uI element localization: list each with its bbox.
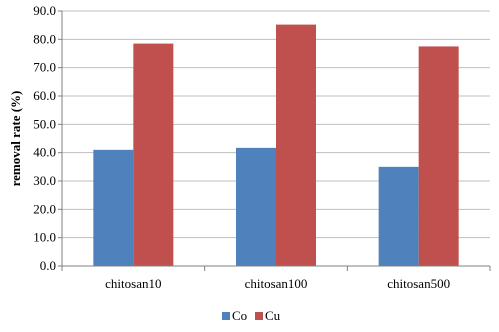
y-tick-label: 0.0 bbox=[40, 258, 56, 273]
legend-swatch-co bbox=[222, 312, 230, 320]
x-tick-label: chitosan100 bbox=[245, 276, 308, 291]
bar-cu-chitosan10 bbox=[133, 43, 174, 267]
bars bbox=[93, 24, 459, 267]
y-tick-label: 30.0 bbox=[33, 173, 56, 188]
legend-label-cu: Cu bbox=[265, 308, 281, 323]
y-tick-label: 10.0 bbox=[33, 230, 56, 245]
bar-co-chitosan500 bbox=[378, 166, 419, 266]
legend-label-co: Co bbox=[232, 308, 247, 323]
bar-co-chitosan100 bbox=[236, 147, 276, 266]
y-axis-label: removal rate (%) bbox=[8, 91, 23, 187]
y-tick-label: 50.0 bbox=[33, 116, 56, 131]
x-tick-label: chitosan500 bbox=[387, 276, 450, 291]
bar-cu-chitosan100 bbox=[276, 24, 316, 266]
x-tick-label: chitosan10 bbox=[105, 276, 161, 291]
bar-co-chitosan10 bbox=[93, 149, 134, 266]
y-tick-label: 90.0 bbox=[33, 3, 56, 18]
y-tick-label: 20.0 bbox=[33, 201, 56, 216]
y-axis-ticks: 0.0 10.0 20.0 30.0 40.0 50.0 60.0 70.0 80.0 90.0 bbox=[33, 3, 62, 273]
x-axis: chitosan10 chitosan100 chitosan500 bbox=[61, 11, 491, 291]
legend: Co Cu bbox=[222, 308, 281, 323]
y-tick-label: 70.0 bbox=[33, 60, 56, 75]
y-tick-label: 60.0 bbox=[33, 88, 56, 103]
bar-cu-chitosan500 bbox=[418, 46, 459, 266]
legend-swatch-cu bbox=[255, 312, 263, 320]
y-tick-label: 80.0 bbox=[33, 31, 56, 46]
y-tick-label: 40.0 bbox=[33, 145, 56, 160]
